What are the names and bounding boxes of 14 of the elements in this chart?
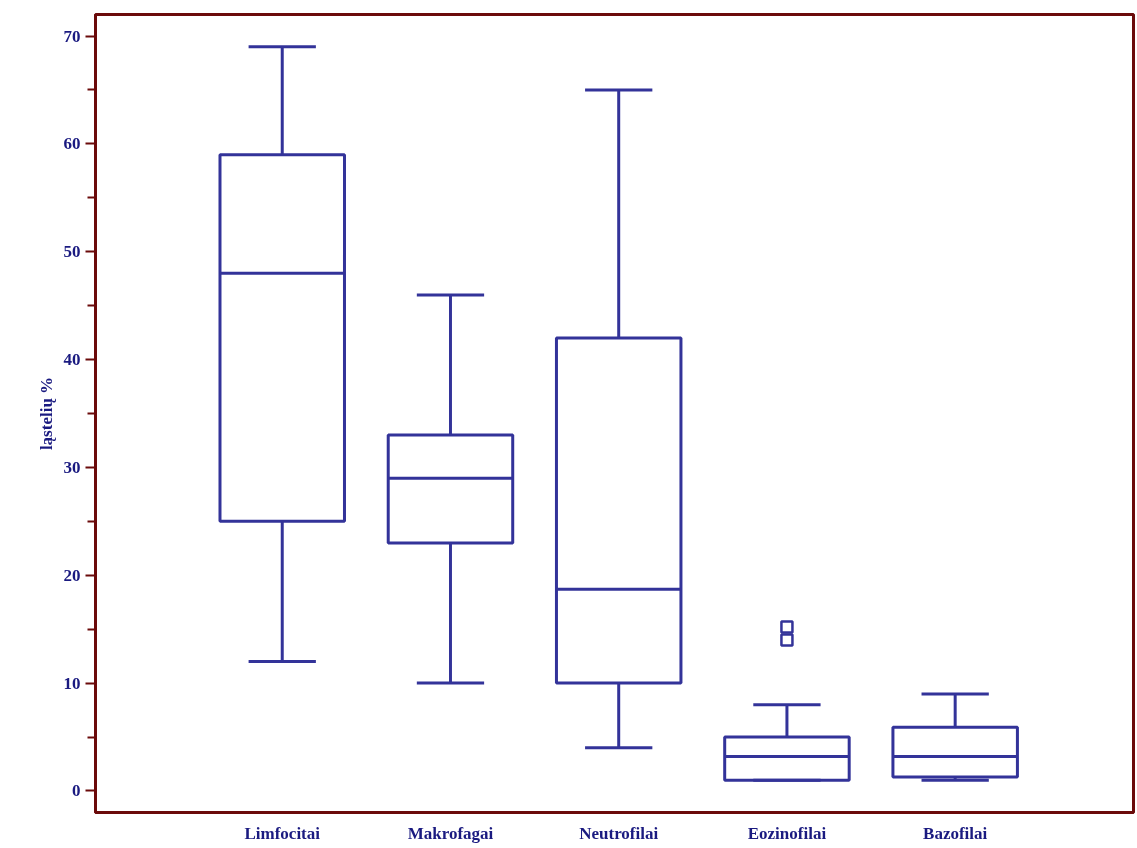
- y-tick-label: 0: [72, 781, 81, 801]
- y-tick-label: 50: [63, 242, 81, 262]
- y-tick-label: 70: [63, 26, 81, 46]
- x-tick-label: Neutrofilai: [579, 823, 659, 843]
- y-tick-label: 10: [63, 673, 81, 693]
- y-tick-label: 30: [63, 457, 81, 477]
- x-tick-label: Makrofagai: [407, 823, 494, 843]
- y-tick-label: 40: [63, 350, 81, 370]
- x-tick-label: Bazofilai: [923, 823, 988, 843]
- x-tick-label: Eozinofilai: [747, 823, 827, 843]
- x-tick-label: Limfocitai: [244, 823, 321, 843]
- y-tick-label: 60: [63, 134, 81, 154]
- y-axis-title: ląstelių %: [36, 376, 56, 451]
- y-tick-label: 20: [63, 565, 81, 585]
